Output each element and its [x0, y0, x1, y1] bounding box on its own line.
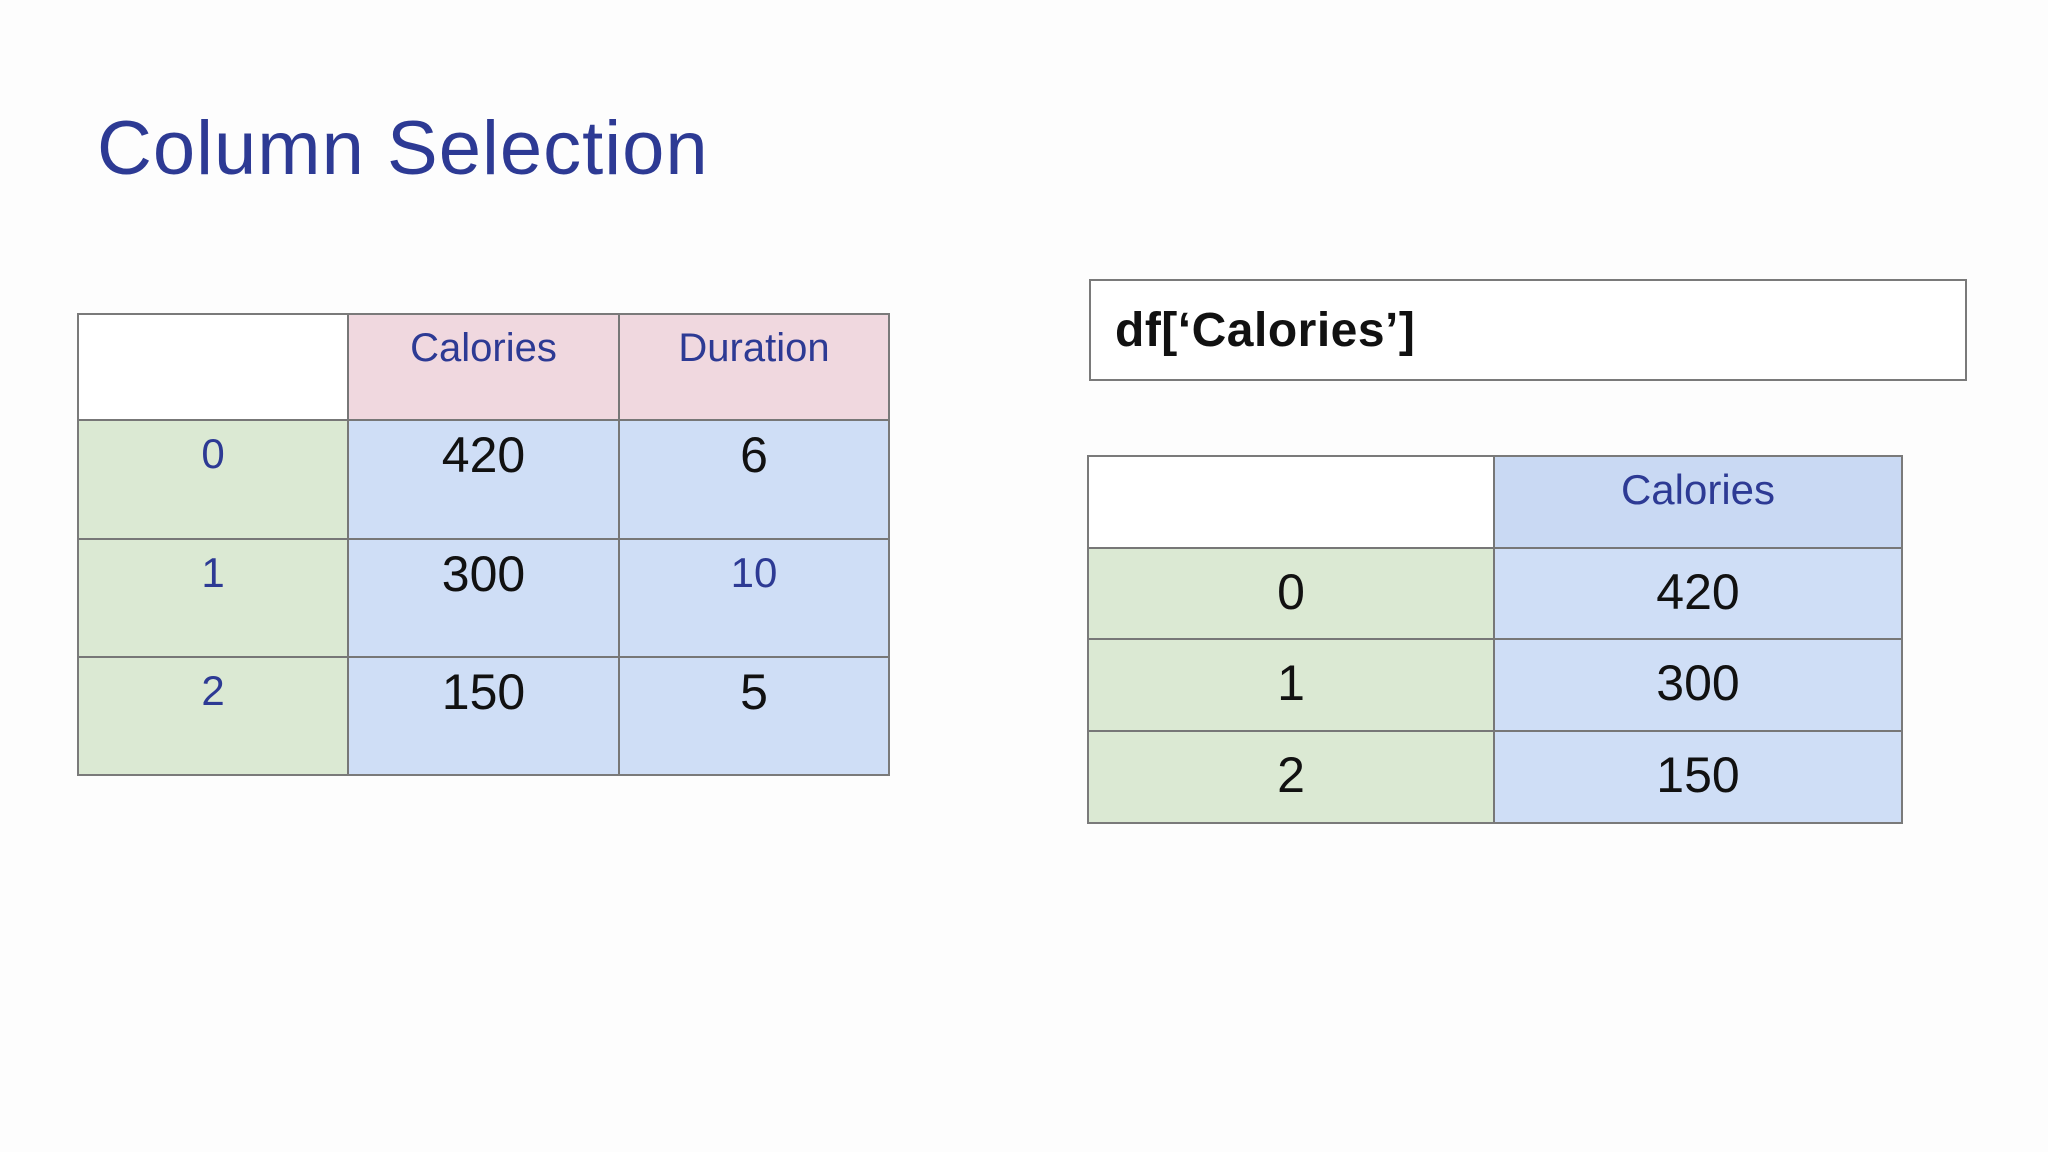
source-dataframe-table: Calories Duration 0 420 6 1 300 10 2 150…	[77, 313, 890, 776]
calories-value-cell: 150	[349, 658, 618, 774]
row-index-cell: 2	[1089, 732, 1493, 822]
calories-value-cell: 420	[1495, 549, 1901, 638]
row-index-cell: 0	[1089, 549, 1493, 638]
column-header-calories: Calories	[1495, 457, 1901, 547]
row-index-cell: 0	[79, 421, 347, 538]
result-series-table: Calories 0 420 1 300 2 150	[1087, 455, 1903, 824]
code-box: df[‘Calories’]	[1089, 279, 1967, 381]
duration-value-cell: 5	[620, 658, 888, 774]
page-title: Column Selection	[97, 106, 709, 191]
row-index-cell: 2	[79, 658, 347, 774]
calories-value-cell: 300	[1495, 640, 1901, 730]
row-index-cell: 1	[1089, 640, 1493, 730]
code-expression: df[‘Calories’]	[1115, 303, 1416, 357]
column-header-calories: Calories	[349, 315, 618, 419]
row-index-cell: 1	[79, 540, 347, 656]
duration-value-cell: 6	[620, 421, 888, 538]
calories-value-cell: 420	[349, 421, 618, 538]
column-header-duration: Duration	[620, 315, 888, 419]
calories-value-cell: 300	[349, 540, 618, 656]
calories-value-cell: 150	[1495, 732, 1901, 822]
duration-value-cell: 10	[620, 540, 888, 656]
corner-cell	[79, 315, 347, 419]
corner-cell	[1089, 457, 1493, 547]
